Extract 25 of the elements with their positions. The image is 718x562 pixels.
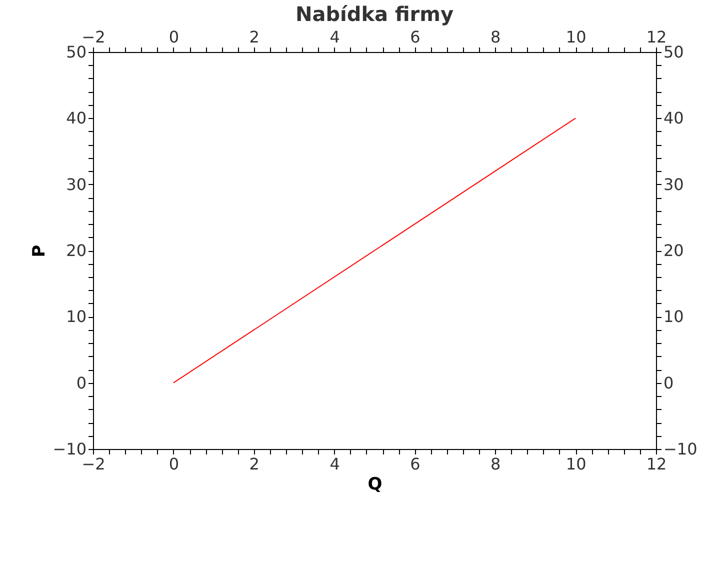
x-tick-label: 10 <box>566 454 586 474</box>
y2-tick-label: 20 <box>664 241 684 260</box>
x-axis-title: Q <box>368 474 382 494</box>
y2-tick-label: 30 <box>664 174 684 194</box>
x2-tick-label: 2 <box>249 28 260 46</box>
y2-tick-label: 0 <box>664 373 674 392</box>
x-tick-label: 2 <box>249 454 260 474</box>
x2-tick-label: 6 <box>410 28 420 46</box>
x2-tick-label: 4 <box>330 28 340 46</box>
y2-tick-label: 40 <box>664 108 684 128</box>
y2-tick-label: 10 <box>664 307 684 326</box>
x-tick-label: 0 <box>168 454 180 474</box>
y-tick-label: 20 <box>66 241 86 260</box>
y-tick-label: 40 <box>66 108 86 128</box>
y-tick-label: 0 <box>76 373 86 392</box>
y-tick-label: 30 <box>66 174 86 194</box>
x-tick-label: 4 <box>330 454 340 474</box>
x-tick-label: 8 <box>490 454 501 474</box>
y-axis-title: P <box>30 244 50 258</box>
x2-tick-label: 8 <box>490 28 501 46</box>
chart-title: Nabídka firmy <box>295 2 454 26</box>
x2-tick-label: 0 <box>168 28 180 46</box>
y-tick-label: 10 <box>66 307 86 326</box>
x-tick-label: 6 <box>410 454 420 474</box>
x2-tick-label: 10 <box>566 28 586 46</box>
